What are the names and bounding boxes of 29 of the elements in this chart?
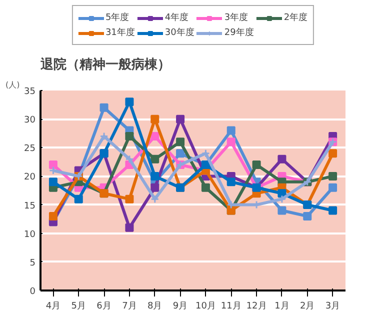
legend-label: 4年度 — [164, 12, 189, 24]
legend-label: 30年度 — [164, 26, 194, 39]
chart-title: 退院（精神一般病棟） — [40, 56, 170, 72]
x-tick-label: 12月 — [246, 302, 267, 312]
x-tick-label: 3月 — [325, 302, 340, 312]
y-tick-label: 30 — [24, 116, 36, 126]
y-tick-label: 5 — [30, 258, 36, 268]
x-tick-label: 9月 — [172, 302, 188, 312]
legend-label: 29年度 — [224, 26, 254, 39]
y-tick-label: 20 — [24, 172, 36, 183]
legend-label: 5年度 — [105, 12, 130, 24]
legend-label: 31年度 — [105, 26, 135, 39]
x-tick-label: 5月 — [71, 302, 86, 312]
x-tick-label: 7月 — [122, 302, 137, 312]
y-axis-title: (人) — [6, 80, 20, 90]
y-tick-label: 15 — [24, 201, 36, 212]
y-tick-label: 0 — [30, 287, 36, 297]
y-tick-label: 35 — [24, 87, 36, 97]
x-tick-label: 10月 — [195, 302, 216, 312]
y-tick-label: 25 — [24, 144, 36, 154]
y-tick-label: 10 — [24, 230, 36, 240]
x-tick-label: 8月 — [148, 302, 162, 312]
legend-label: 3年度 — [224, 12, 248, 24]
x-tick-label: 6月 — [96, 302, 112, 312]
x-tick-label: 1月 — [274, 302, 290, 312]
x-tick-label: 11月 — [220, 302, 242, 312]
x-tick-label: 4月 — [46, 302, 61, 312]
legend-label: 2年度 — [284, 12, 308, 24]
x-tick-label: 2月 — [300, 302, 315, 312]
